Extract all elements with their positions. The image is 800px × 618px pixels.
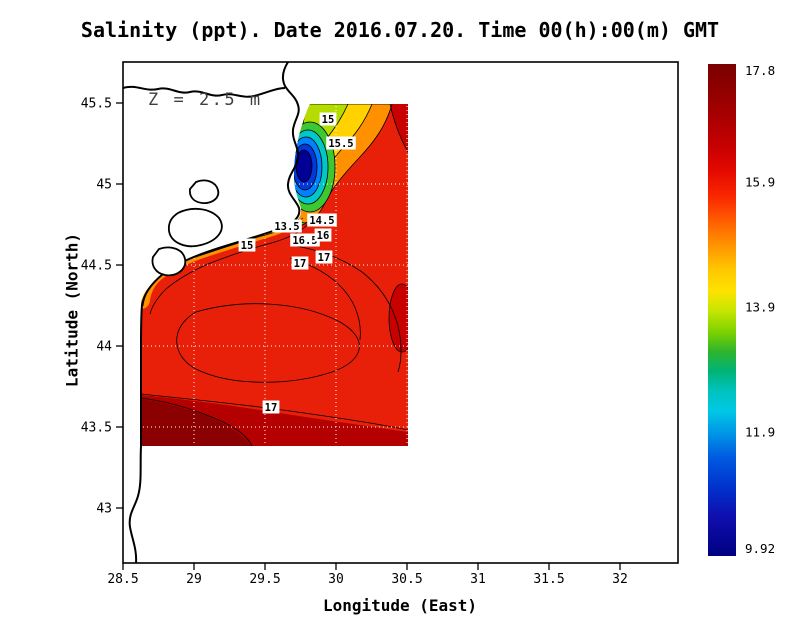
colorbar-tick-label: 17.8 xyxy=(745,63,775,78)
depth-annotation: Z = 2.5 m xyxy=(148,90,263,110)
figure-title: Salinity (ppt). Date 2016.07.20. Time 00… xyxy=(80,18,720,42)
y-axis-title: Latitude (North) xyxy=(62,232,82,388)
colorbar-tick-label: 13.9 xyxy=(745,300,775,315)
colorbar-tick-label: 9.92 xyxy=(745,541,775,556)
contour-label: 15 xyxy=(241,240,254,252)
y-tick-label: 43.5 xyxy=(81,421,112,436)
x-axis-title: Longitude (East) xyxy=(322,596,478,615)
x-tick-label: 28.5 xyxy=(107,572,138,587)
contour-label: 16.5 xyxy=(292,235,317,247)
colorbar-tick-label: 11.9 xyxy=(745,424,775,439)
y-tick-label: 45.5 xyxy=(81,97,112,112)
x-tick-label: 29.5 xyxy=(249,572,280,587)
x-tick-label: 30.5 xyxy=(391,572,422,587)
y-tick-label: 45 xyxy=(96,178,112,193)
x-tick-label: 32 xyxy=(612,572,628,587)
y-tick-label: 44 xyxy=(96,340,112,355)
contour-labels: 15 15.5 13.5 14.5 15 16.5 16 17 17 17 xyxy=(238,112,356,414)
contour-label: 15 xyxy=(322,114,335,126)
contour-label: 16 xyxy=(317,230,330,242)
coastline xyxy=(122,61,301,564)
x-tick-label: 30 xyxy=(328,572,344,587)
x-tick-label: 31 xyxy=(470,572,486,587)
colorbar-tick-label: 15.9 xyxy=(745,175,775,190)
axis-ticks: 28.5 29 29.5 30 30.5 31 31.5 32 43 43.5 44 44.5 45 45… xyxy=(81,97,628,588)
contour-label: 17 xyxy=(294,258,307,270)
contour-label: 15.5 xyxy=(328,138,353,150)
plot-frame xyxy=(122,61,679,564)
salinity-field xyxy=(141,104,408,446)
y-tick-label: 43 xyxy=(96,502,112,517)
x-tick-label: 31.5 xyxy=(533,572,564,587)
colorbar: 17.8 15.9 13.9 11.9 9.92 xyxy=(708,63,775,556)
contour-label: 17 xyxy=(265,402,278,414)
contour-label: 17 xyxy=(318,252,331,264)
y-tick-label: 44.5 xyxy=(81,259,112,274)
x-tick-label: 29 xyxy=(186,572,202,587)
contour-label: 14.5 xyxy=(309,215,334,227)
contour-label: 13.5 xyxy=(274,221,299,233)
